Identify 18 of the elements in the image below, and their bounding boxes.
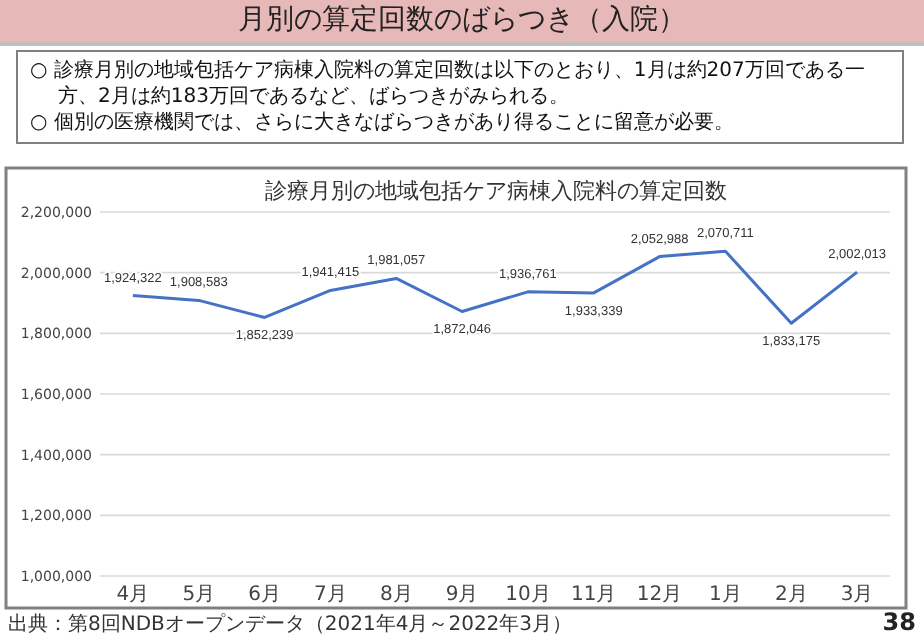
x-tick-label: 9月	[445, 584, 479, 606]
source-note: 出典：第8回NDBオープンデータ（2021年4月～2022年3月）	[8, 612, 573, 636]
x-tick-label: 1月	[709, 584, 742, 606]
x-tick-label: 3月	[840, 584, 874, 606]
text: ○ 個別の医療機関では、さらに大きなばらつきがあり得ることに留意が必要。	[30, 110, 736, 136]
x-tick-label: 10月	[505, 584, 551, 606]
x-tick-label: 12月	[636, 584, 683, 606]
x-tick-label: 6月	[248, 584, 281, 606]
text: 38	[882, 608, 916, 636]
x-tick-label: 2月	[774, 584, 808, 606]
x-tick-label: 8月	[379, 584, 413, 606]
chart-subtitle: 診療月別の地域包括ケア病棟入院料の算定回数	[265, 178, 727, 204]
text: ○ 診療月別の地域包括ケア病棟入院料の算定回数は以下のとおり、1月は約207万回である一方、2月は約183万回であるなど、ばらつきがみられる。	[30, 58, 867, 110]
x-tick-label: 7月	[314, 584, 347, 606]
x-tick-label: 11月	[571, 584, 617, 606]
chart-title: 月別の算定回数のばらつき（入院）	[0, 0, 924, 46]
x-tick-label: 4月	[116, 584, 150, 606]
x-tick-label: 5月	[182, 584, 216, 606]
